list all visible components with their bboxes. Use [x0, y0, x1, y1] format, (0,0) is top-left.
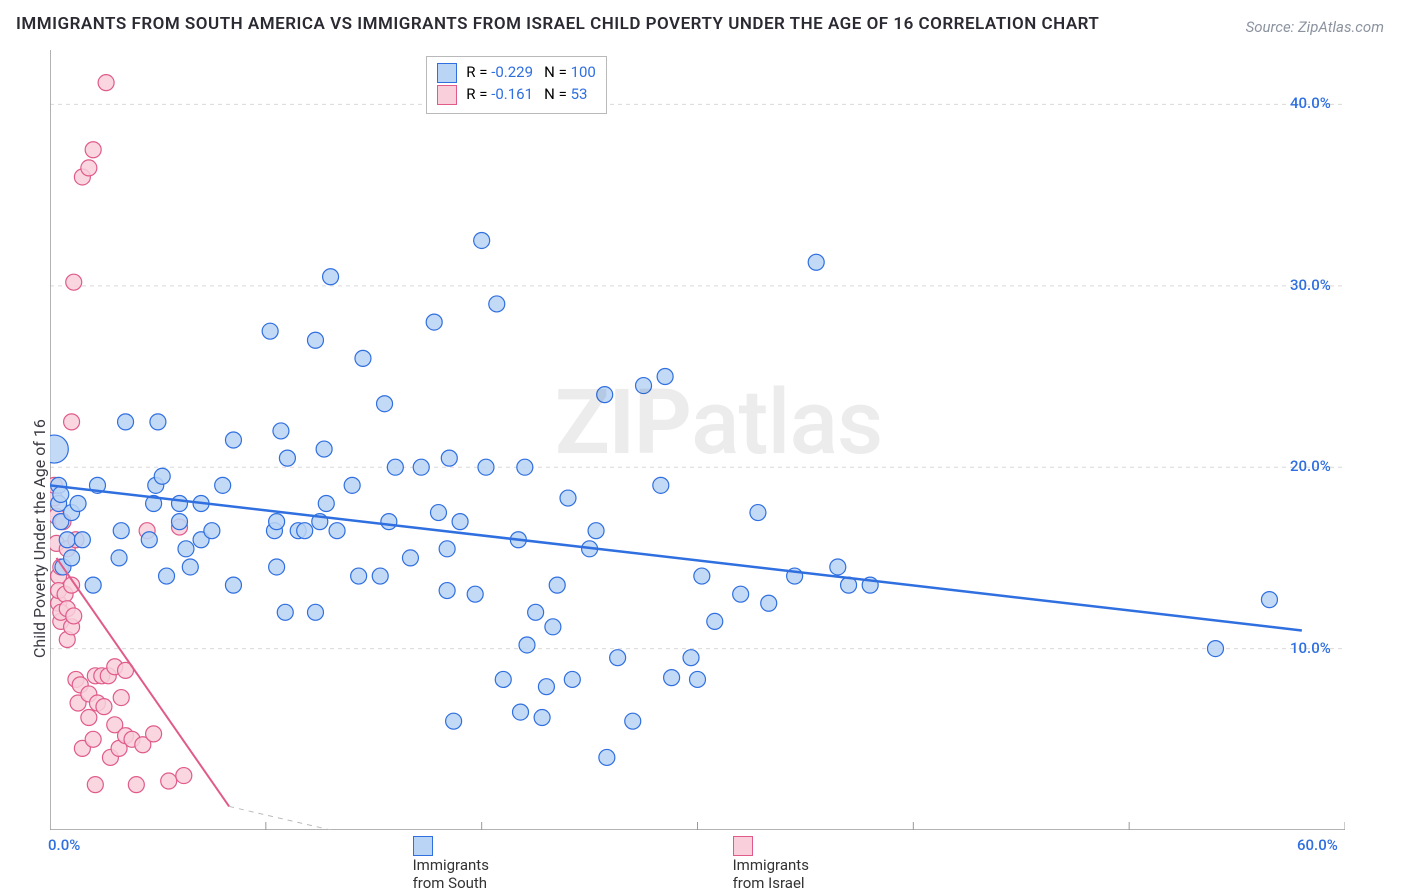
chart-title: IMMIGRANTS FROM SOUTH AMERICA VS IMMIGRA…: [16, 14, 1099, 34]
legend-item-israel: Immigrants from Israel: [733, 836, 809, 892]
correlation-legend: R = -0.229 N = 100 R = -0.161 N = 53: [426, 56, 607, 114]
scatter-plot: [50, 50, 1345, 830]
x-tick-label: 60.0%: [1297, 836, 1338, 854]
legend-item-south-america: Immigrants from South America: [413, 836, 489, 892]
x-tick-label: 0.0%: [48, 836, 80, 854]
y-tick-label: 30.0%: [1290, 276, 1331, 294]
y-axis-label: Child Poverty Under the Age of 16: [30, 420, 49, 659]
y-tick-label: 10.0%: [1290, 639, 1331, 657]
source-attribution: Source: ZipAtlas.com: [1246, 18, 1384, 36]
y-tick-label: 40.0%: [1290, 94, 1331, 112]
y-tick-label: 20.0%: [1290, 457, 1331, 475]
